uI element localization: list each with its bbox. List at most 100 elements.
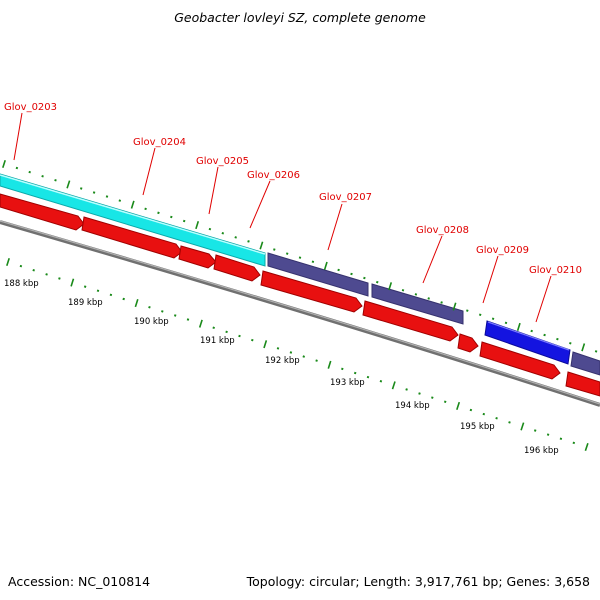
kbp-label: 196 kbp bbox=[524, 446, 559, 456]
cds-arrow bbox=[178, 245, 217, 269]
kbp-label: 193 kbp bbox=[330, 378, 365, 388]
minor-tick bbox=[45, 273, 48, 276]
minor-tick bbox=[208, 227, 212, 231]
minor-tick bbox=[491, 317, 495, 321]
gene-label: Glov_0207 bbox=[319, 192, 372, 203]
minor-tick bbox=[504, 321, 508, 325]
major-tick bbox=[134, 299, 139, 308]
kbp-label: 190 kbp bbox=[134, 317, 169, 327]
minor-tick bbox=[109, 293, 113, 297]
minor-tick bbox=[285, 252, 289, 255]
major-tick bbox=[456, 401, 461, 410]
minor-tick bbox=[182, 219, 186, 223]
minor-tick bbox=[170, 215, 173, 219]
accession-text: Accession: NC_010814 bbox=[8, 574, 150, 589]
minor-tick bbox=[247, 240, 250, 243]
kbp-label: 188 kbp bbox=[4, 279, 39, 289]
major-tick bbox=[388, 282, 393, 291]
minor-tick bbox=[157, 211, 160, 215]
minor-tick bbox=[289, 351, 293, 354]
cds-arrow bbox=[565, 371, 600, 397]
minor-tick bbox=[427, 297, 430, 300]
map-title: Geobacter lovleyi SZ, complete genome bbox=[174, 10, 426, 25]
major-tick bbox=[452, 302, 457, 311]
gene-labels: Glov_0203 Glov_0204 Glov_0205 Glov_0206 … bbox=[4, 102, 582, 323]
minor-tick bbox=[79, 187, 83, 190]
minor-tick bbox=[41, 174, 44, 178]
minor-tick bbox=[311, 260, 315, 264]
minor-tick bbox=[478, 313, 482, 317]
minor-tick bbox=[315, 359, 318, 362]
major-tick bbox=[516, 322, 521, 332]
minor-tick bbox=[405, 388, 408, 391]
gene-label: Glov_0206 bbox=[247, 170, 300, 181]
minor-tick bbox=[363, 276, 366, 280]
minor-tick bbox=[173, 314, 177, 317]
minor-tick bbox=[28, 170, 31, 174]
gene-label: Glov_0204 bbox=[133, 137, 186, 148]
kbp-label: 194 kbp bbox=[395, 401, 430, 411]
minor-tick bbox=[19, 264, 23, 268]
minor-tick bbox=[350, 272, 353, 276]
major-tick bbox=[581, 343, 586, 352]
minor-tick bbox=[273, 248, 276, 251]
major-tick bbox=[263, 340, 268, 349]
forward-strand-track bbox=[0, 173, 600, 376]
minor-tick bbox=[276, 347, 280, 350]
minor-tick bbox=[54, 178, 57, 182]
position-labels: 188 kbp 189 kbp 190 kbp 191 kbp 192 kbp … bbox=[4, 279, 559, 456]
kbp-label: 189 kbp bbox=[68, 298, 103, 308]
minor-tick bbox=[148, 305, 151, 309]
major-tick bbox=[6, 257, 10, 267]
minor-tick bbox=[533, 429, 537, 432]
minor-tick bbox=[221, 231, 225, 235]
minor-tick bbox=[341, 367, 344, 371]
minor-tick bbox=[32, 268, 35, 272]
major-tick bbox=[198, 319, 203, 328]
genome-summary-text: Topology: circular; Length: 3,917,761 bp… bbox=[246, 574, 590, 589]
minor-tick bbox=[530, 329, 533, 333]
minor-tick bbox=[15, 166, 19, 170]
minor-tick bbox=[366, 375, 370, 379]
minor-tick bbox=[302, 355, 306, 358]
minor-tick bbox=[375, 280, 379, 284]
minor-tick bbox=[546, 433, 550, 436]
minor-tick bbox=[543, 333, 546, 337]
minor-tick bbox=[186, 318, 190, 321]
major-tick bbox=[66, 180, 71, 189]
genome-backbone bbox=[0, 220, 600, 407]
minor-tick bbox=[482, 412, 486, 416]
minor-tick bbox=[469, 408, 473, 412]
cds-arrow bbox=[81, 216, 183, 259]
minor-tick bbox=[298, 256, 302, 259]
forward-feature-purple-1 bbox=[267, 252, 369, 297]
minor-tick bbox=[92, 191, 96, 194]
minor-tick bbox=[466, 309, 469, 312]
minor-tick bbox=[440, 301, 443, 304]
kbp-label: 191 kbp bbox=[200, 336, 235, 346]
minor-tick bbox=[572, 441, 576, 445]
minor-tick bbox=[96, 289, 100, 293]
minor-tick bbox=[594, 350, 598, 353]
minor-tick bbox=[508, 421, 511, 424]
minor-tick bbox=[238, 334, 241, 338]
gene-label: Glov_0203 bbox=[4, 102, 57, 113]
minor-tick bbox=[443, 400, 447, 404]
major-tick bbox=[323, 261, 328, 270]
minor-tick bbox=[379, 379, 383, 383]
minor-tick bbox=[431, 396, 434, 399]
major-tick bbox=[70, 278, 75, 287]
major-tick bbox=[259, 241, 264, 250]
minor-tick bbox=[414, 293, 418, 296]
minor-tick bbox=[122, 297, 125, 301]
minor-tick bbox=[569, 341, 572, 345]
minor-tick bbox=[58, 277, 61, 280]
minor-tick bbox=[225, 330, 228, 334]
minor-tick bbox=[495, 416, 498, 420]
kbp-label: 195 kbp bbox=[460, 422, 495, 432]
minor-tick bbox=[559, 437, 563, 441]
minor-tick bbox=[234, 236, 237, 239]
cds-arrow bbox=[260, 270, 363, 313]
gene-label: Glov_0210 bbox=[529, 265, 582, 276]
